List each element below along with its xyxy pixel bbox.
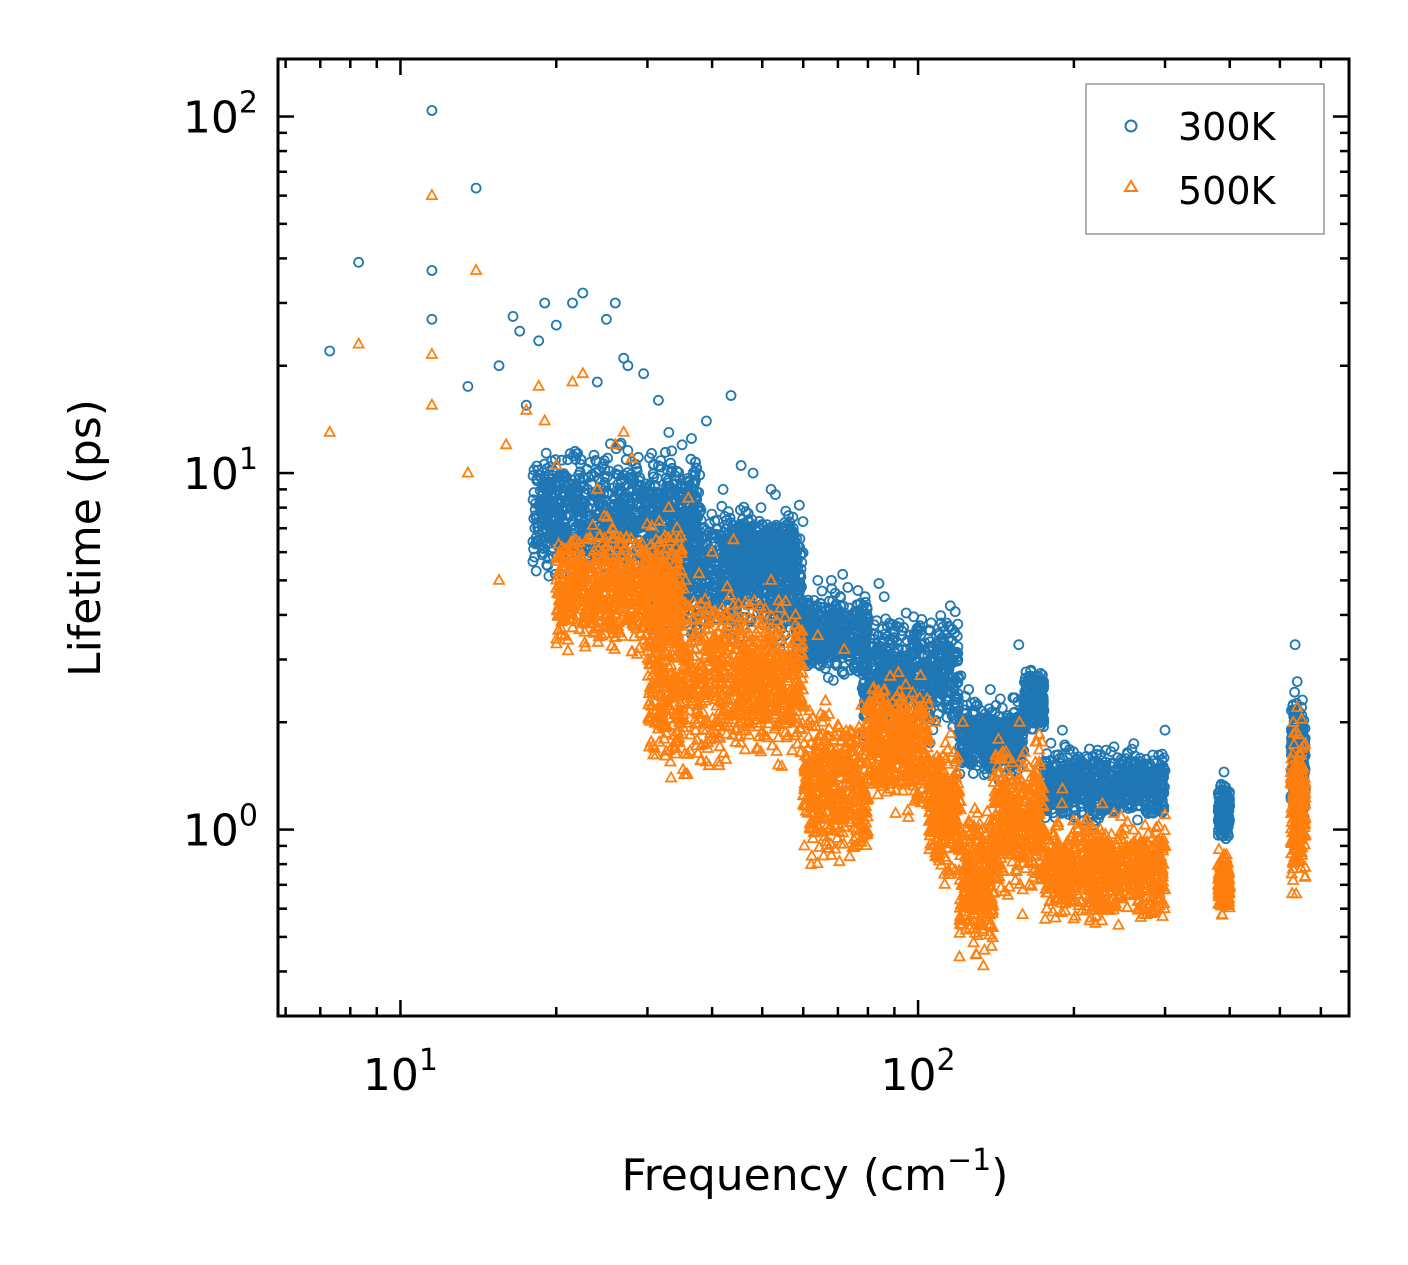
data-point-300k (569, 480, 581, 492)
data-point-300k (590, 466, 602, 478)
data-point-300k (816, 585, 828, 597)
data-point-300k (567, 493, 578, 505)
data-point-300k (554, 498, 565, 509)
data-point-300k (1128, 738, 1140, 749)
data-point-300k (660, 446, 671, 458)
data-point-300k (616, 488, 628, 500)
data-point-300k (550, 512, 561, 523)
data-point-300k (537, 513, 549, 525)
data-point-300k (631, 466, 643, 477)
data-point-300k (535, 472, 547, 484)
data-point-300k (653, 460, 664, 472)
data-point-300k (665, 465, 677, 477)
data-point-300k (530, 565, 542, 577)
data-point-300k (753, 587, 765, 598)
data-point-300k (624, 497, 636, 509)
data-point-300k (1132, 814, 1143, 826)
data-point-300k (620, 454, 632, 466)
data-point-300k (531, 460, 543, 472)
data-point-300k (949, 606, 961, 618)
data-point-300k (673, 467, 685, 478)
data-point-300k (553, 477, 565, 489)
data-point-300k (580, 488, 592, 500)
data-point-300k (676, 524, 687, 536)
data-point-300k (536, 536, 548, 547)
data-point-300k (614, 439, 626, 451)
data-point-300k (553, 533, 564, 545)
data-point-300k (797, 516, 809, 527)
data-point-300k (755, 502, 767, 514)
data-point-300k (610, 504, 622, 516)
data-point-300k (689, 469, 701, 481)
data-point-300k (631, 485, 643, 497)
data-point-300k (564, 448, 576, 460)
data-point-300k (690, 474, 701, 486)
data-point-300k (666, 445, 678, 457)
data-point-300k (549, 487, 560, 498)
data-point-300k (642, 491, 653, 503)
data-point-300k (549, 500, 560, 512)
data-point-300k (661, 481, 673, 493)
data-point-300k (688, 532, 700, 543)
data-point-300k (687, 545, 699, 556)
data-point-300k (598, 499, 609, 510)
data-point-300k (652, 497, 664, 509)
data-point-300k (542, 500, 554, 511)
data-point-300k (593, 498, 605, 510)
data-point-300k (612, 464, 624, 476)
data-point-300k (613, 517, 625, 529)
data-point-300k (577, 471, 589, 483)
data-point-300k (561, 524, 572, 536)
data-point-300k (541, 495, 553, 507)
data-point-300k (539, 523, 551, 534)
data-point-300k (663, 487, 675, 499)
data-point-300k (637, 504, 648, 515)
data-point-300k (528, 487, 540, 498)
data-point-300k (540, 447, 552, 459)
data-point-300k (560, 470, 571, 482)
data-points (323, 105, 1312, 971)
data-point-300k (537, 542, 548, 554)
data-point-300k (842, 582, 854, 593)
data-point-300k (994, 693, 1006, 705)
data-point-300k (706, 508, 718, 520)
data-point-300k (622, 472, 634, 484)
data-point-300k (629, 508, 641, 520)
data-point-300k (591, 455, 602, 467)
data-point-300k (691, 486, 703, 497)
data-point-300k (984, 684, 996, 695)
data-point-300k (552, 518, 564, 530)
data-point-300k (655, 455, 666, 467)
data-point-300k (559, 518, 571, 529)
data-point-300k (570, 520, 582, 532)
data-point-300k (685, 453, 697, 465)
data-point-300k (651, 472, 663, 484)
data-point-300k (588, 449, 600, 461)
data-point-300k (553, 472, 565, 483)
data-point-300k (608, 482, 619, 494)
data-point-300k (609, 498, 620, 510)
data-point-300k (619, 481, 631, 493)
data-point-300k (527, 556, 539, 567)
data-point-300k (644, 452, 655, 464)
data-point-300k (944, 600, 956, 612)
data-point-300k (793, 499, 805, 511)
data-point-300k (644, 488, 656, 500)
data-point-300k (599, 455, 610, 467)
data-point-300k (716, 500, 728, 512)
data-point-300k (611, 469, 623, 480)
